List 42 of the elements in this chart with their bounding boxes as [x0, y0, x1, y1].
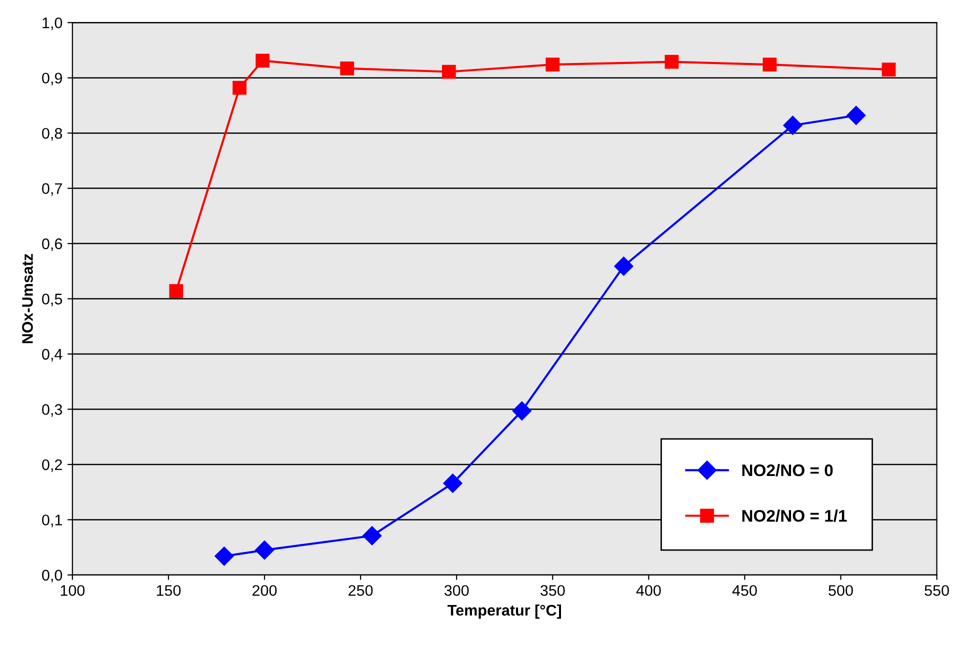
x-tick-label: 100 [60, 585, 85, 596]
point [614, 256, 634, 276]
point [340, 62, 354, 76]
x-axis-title: Temperatur [°C] [448, 604, 561, 619]
point [443, 474, 462, 493]
y-tick-label: 0,5 [42, 294, 62, 306]
point [762, 58, 777, 72]
x-tick-label: 500 [828, 585, 853, 596]
x-tick-label: 250 [348, 585, 373, 596]
legend-label: NO2/NO = 1/1 [742, 510, 847, 522]
point [232, 80, 246, 95]
y-tick-label: 0,1 [42, 514, 62, 528]
y-tick-label: 0,0 [42, 570, 62, 582]
x-tick-label: 200 [252, 585, 277, 596]
y-tick-label: 0,9 [42, 72, 62, 86]
y-tick-label: 0,8 [42, 128, 62, 141]
x-tick-label: 550 [924, 585, 949, 596]
y-tick-label: 0,6 [42, 238, 62, 252]
x-tick-label: 150 [156, 585, 181, 596]
y-tick-label: 0,2 [42, 459, 62, 472]
x-tick-label: 450 [732, 585, 757, 596]
point [664, 54, 679, 69]
point [256, 54, 270, 68]
point [442, 64, 456, 79]
point [362, 526, 382, 546]
x-tick-label: 400 [636, 585, 661, 596]
point [882, 62, 896, 77]
x-tick-label: 350 [540, 585, 565, 596]
point [214, 546, 234, 566]
point [512, 401, 532, 420]
y-tick-label: 0,4 [42, 348, 62, 362]
point [254, 540, 274, 560]
point [546, 58, 560, 72]
y-axis-title: NOx-Umsatz [22, 254, 33, 344]
point [783, 116, 802, 135]
x-tick-label: 300 [444, 585, 469, 596]
y-tick-label: 1,0 [42, 17, 62, 30]
y-tick-label: 0,7 [42, 183, 62, 196]
legend-label: NO2/NO = 0 [742, 464, 833, 476]
point [846, 106, 866, 125]
y-tick-label: 0,3 [42, 404, 62, 417]
point [169, 284, 184, 298]
